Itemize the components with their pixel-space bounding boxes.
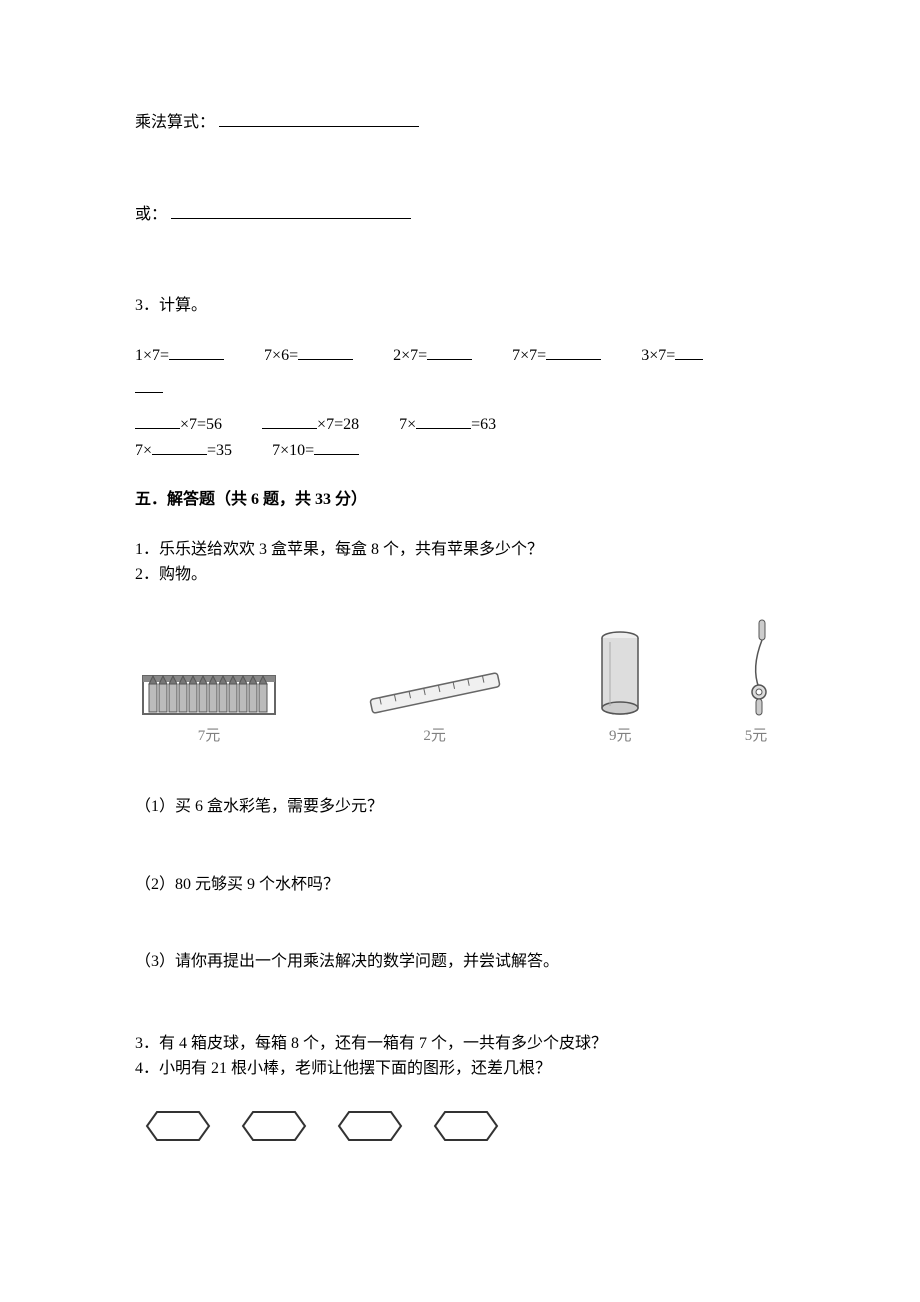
ruler-icon (360, 668, 510, 718)
shop-item-crayons: 7元 (139, 656, 279, 748)
hexagon-row (135, 1108, 785, 1144)
q5-2: 2．购物。 (135, 562, 785, 588)
shop-item-cup: 9元 (590, 628, 650, 748)
shop-item-ruler: 2元 (360, 668, 510, 748)
price-crayons: 7元 (198, 724, 221, 748)
calc-blank[interactable] (169, 344, 224, 360)
mul-label: 乘法算式： (135, 114, 215, 131)
q5-4: 4．小明有 21 根小棒，老师让他摆下面的图形，还差几根？ (135, 1056, 785, 1082)
calc-row-1: 1×7= 7×6= 2×7= 7×7= 3×7= (135, 343, 785, 369)
crayons-icon (139, 656, 279, 718)
calc-item: 1×7= (135, 343, 224, 369)
calc-item: 2×7= (393, 343, 472, 369)
calc-blank[interactable] (314, 439, 359, 455)
or-label: 或： (135, 206, 167, 223)
calc-item: 7×=35 (135, 438, 232, 464)
calc-row-2: ×7=56 ×7=28 7×=63 (135, 412, 785, 438)
q5-2-3: （3）请你再提出一个用乘法解决的数学问题，并尝试解答。 (135, 949, 785, 975)
shopping-items-row: 7元 2元 9元 (135, 618, 785, 748)
calc-blank[interactable] (416, 413, 471, 429)
hexagon-icon (431, 1108, 501, 1144)
calc-blank[interactable] (546, 344, 601, 360)
shop-item-jumprope: 5元 (731, 618, 781, 748)
hexagon-icon (335, 1108, 405, 1144)
mul-blank[interactable] (219, 111, 419, 127)
jumprope-icon (731, 618, 781, 718)
price-ruler: 2元 (423, 724, 446, 748)
calc-blank[interactable] (262, 413, 317, 429)
q5-1: 1．乐乐送给欢欢 3 盒苹果，每盒 8 个，共有苹果多少个？ (135, 537, 785, 563)
calc-item: ×7=28 (262, 412, 359, 438)
calc-blank[interactable] (152, 439, 207, 455)
q3-title: 3．计算。 (135, 293, 785, 319)
hexagon-icon (239, 1108, 309, 1144)
calc-blank[interactable] (675, 344, 703, 360)
calc-item: 7×7= (512, 343, 601, 369)
calc-item: 7×6= (264, 343, 353, 369)
calc-row-3: 7×=35 7×10= (135, 438, 785, 464)
q5-2-2: （2）80 元够买 9 个水杯吗？ (135, 872, 785, 898)
or-blank[interactable] (171, 203, 411, 219)
cup-icon (590, 628, 650, 718)
q5-2-1: （1）买 6 盒水彩笔，需要多少元？ (135, 794, 785, 820)
multiplication-expression-prompt: 乘法算式： (135, 110, 785, 136)
calc-wrap-blank (135, 376, 785, 402)
calc-blank[interactable] (135, 413, 180, 429)
calc-item: 3×7= (641, 343, 703, 369)
calc-blank[interactable] (427, 344, 472, 360)
price-jumprope: 5元 (745, 724, 768, 748)
calc-blank[interactable] (135, 377, 163, 393)
hexagon-icon (143, 1108, 213, 1144)
calc-blank[interactable] (298, 344, 353, 360)
calc-item: 7×10= (272, 438, 359, 464)
price-cup: 9元 (609, 724, 632, 748)
or-prompt: 或： (135, 202, 785, 228)
calc-item: ×7=56 (135, 412, 222, 438)
calc-item: 7×=63 (399, 412, 496, 438)
section5-title: 五．解答题（共 6 题，共 33 分） (135, 487, 785, 513)
q5-3: 3．有 4 箱皮球，每箱 8 个，还有一箱有 7 个，一共有多少个皮球？ (135, 1031, 785, 1057)
